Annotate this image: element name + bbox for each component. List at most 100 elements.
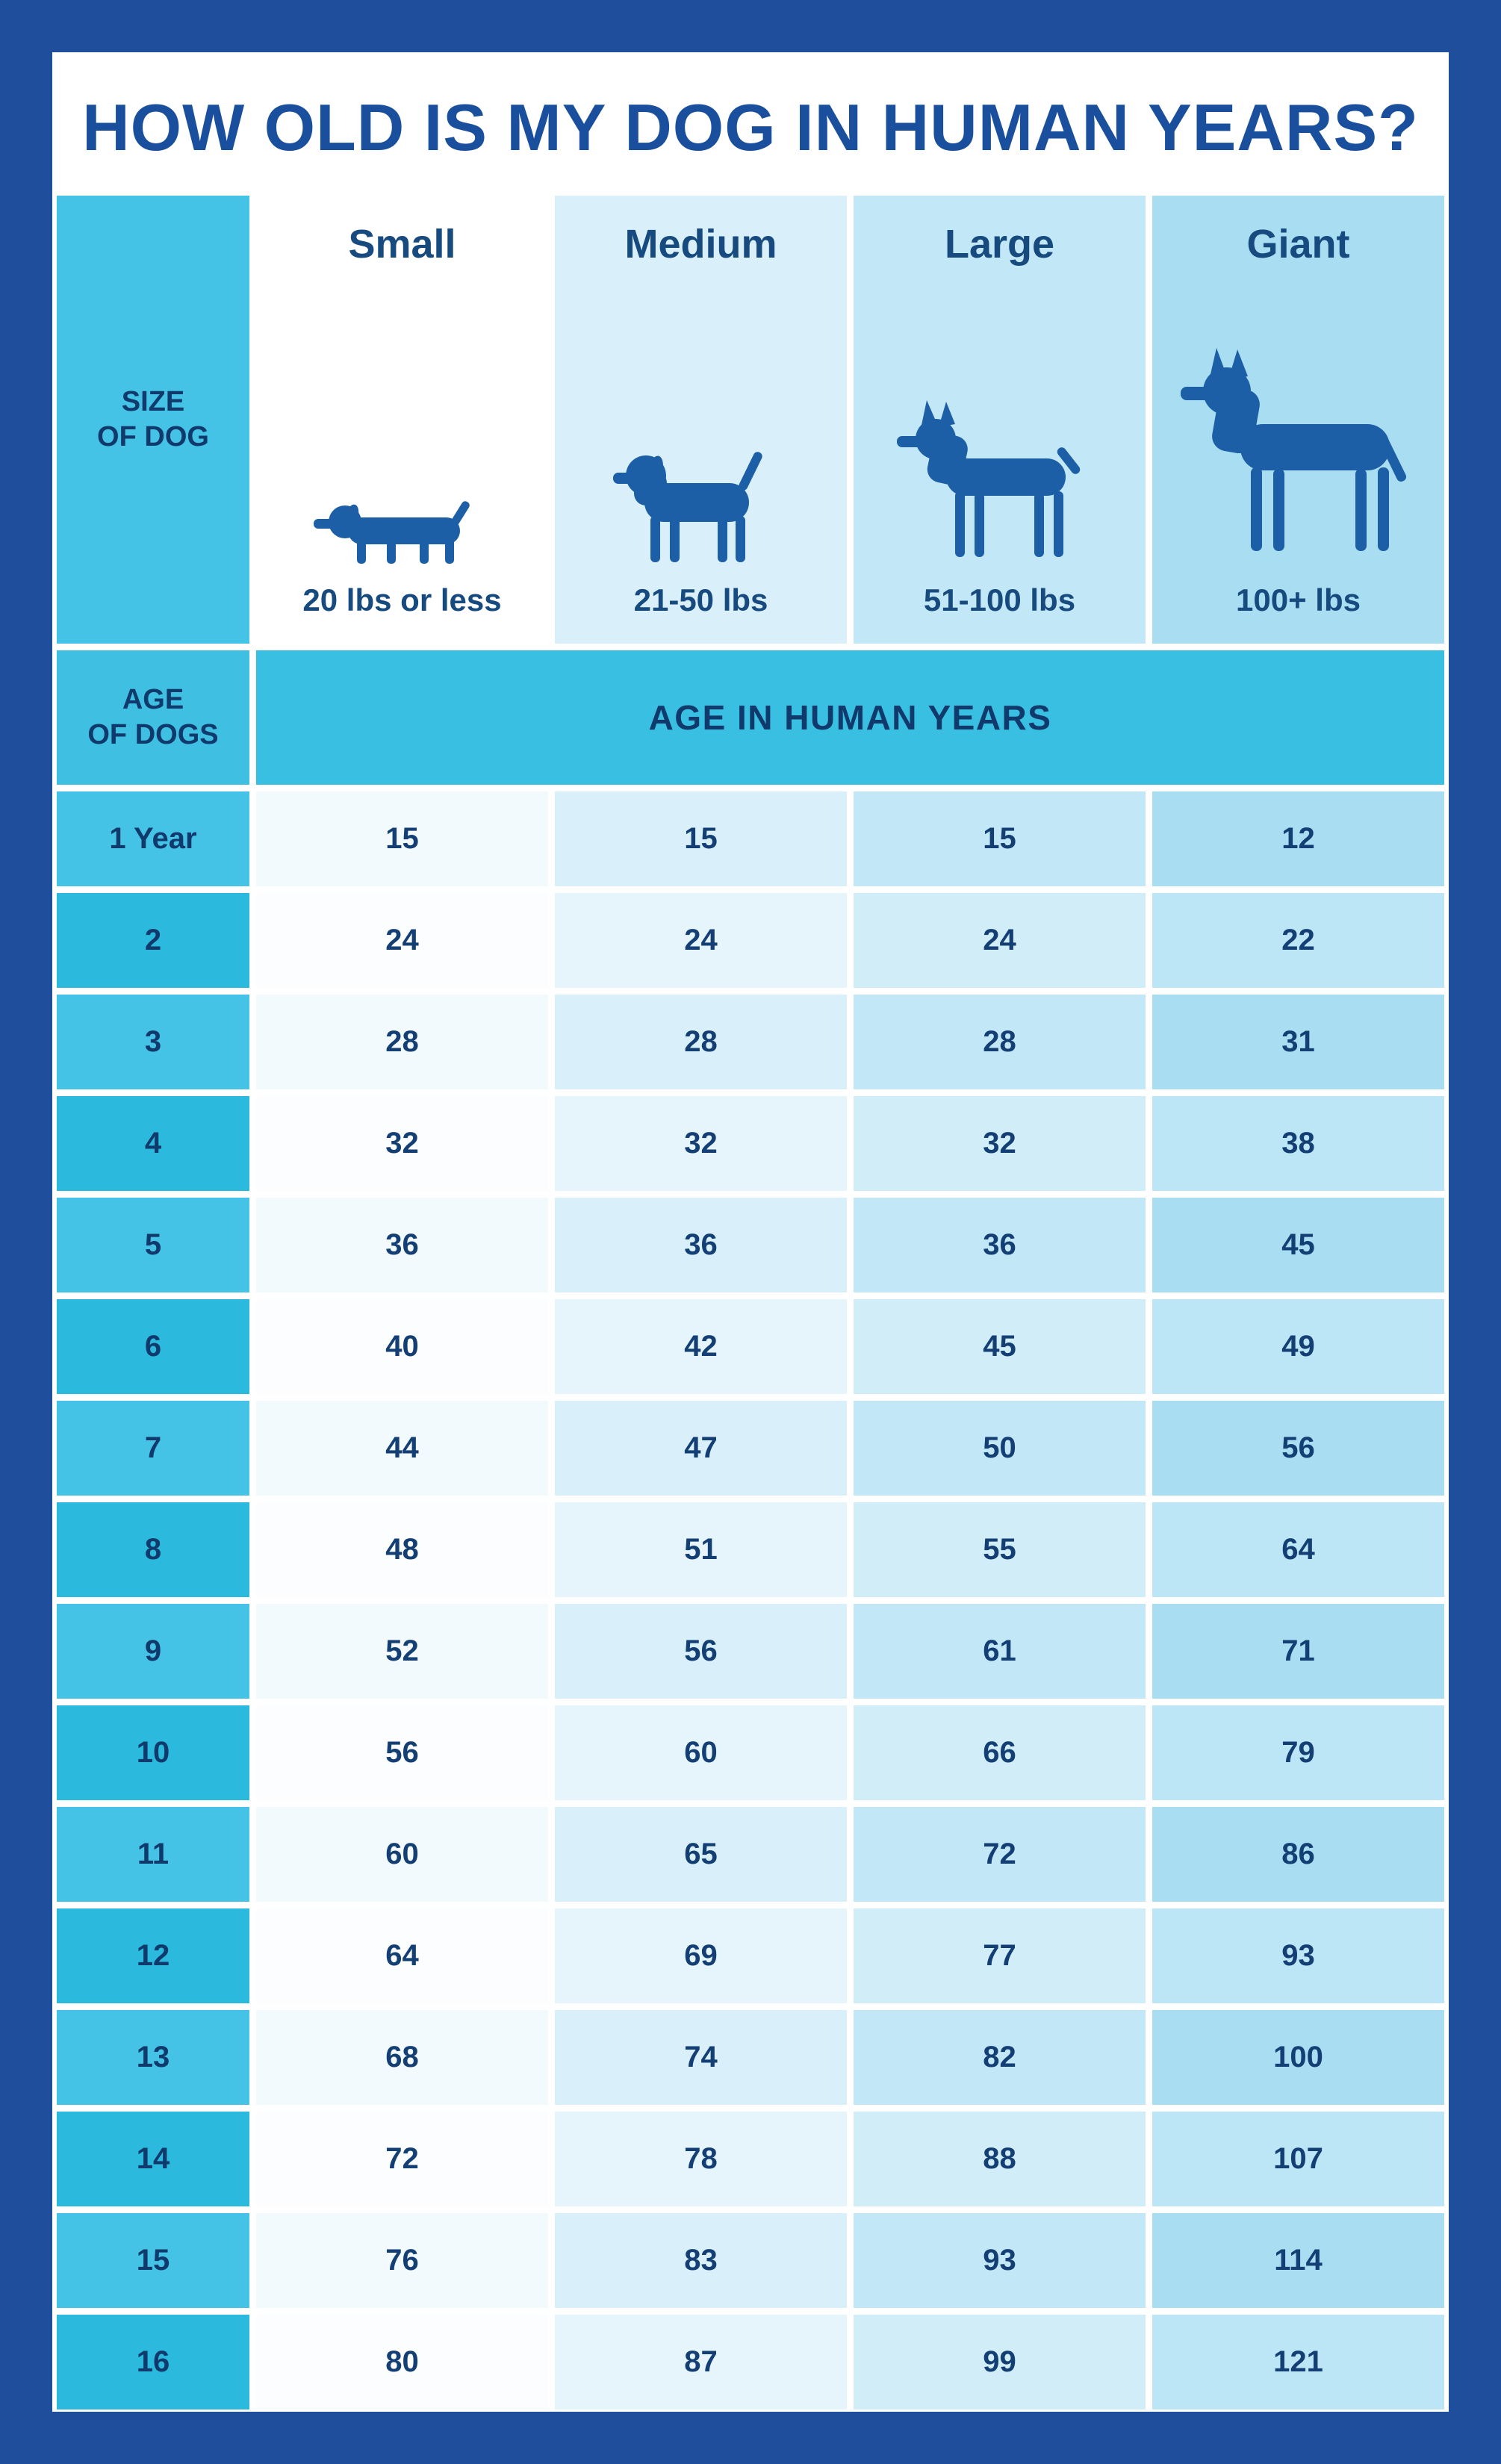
age-cell: 3 (57, 995, 249, 1089)
value-cell: 64 (1152, 1502, 1444, 1597)
value-cell: 50 (854, 1401, 1146, 1496)
dog-age-table: SIZE OF DOG Small (57, 196, 1444, 2409)
age-cell: 4 (57, 1096, 249, 1191)
value-cell: 28 (256, 995, 548, 1089)
column-name-giant: Giant (1246, 222, 1350, 267)
value-cell: 93 (1152, 1908, 1444, 2003)
value-cell: 49 (1152, 1299, 1444, 1394)
age-cell: 12 (57, 1908, 249, 2003)
age-in-human-years-header: AGE IN HUMAN YEARS (256, 650, 1444, 785)
value-cell: 40 (256, 1299, 548, 1394)
column-name-large: Large (944, 222, 1055, 267)
age-cell: 9 (57, 1604, 249, 1699)
value-cell: 71 (1152, 1604, 1444, 1699)
column-header-giant: Giant (1152, 196, 1444, 644)
value-cell: 24 (256, 893, 548, 988)
beagle-icon (555, 267, 847, 582)
value-cell: 38 (1152, 1096, 1444, 1191)
value-cell: 100 (1152, 2010, 1444, 2105)
dachshund-icon (256, 267, 548, 582)
value-cell: 32 (854, 1096, 1146, 1191)
weight-label-giant: 100+ lbs (1236, 582, 1361, 617)
value-cell: 83 (555, 2213, 847, 2308)
value-cell: 36 (256, 1198, 548, 1292)
value-cell: 31 (1152, 995, 1444, 1089)
value-cell: 28 (854, 995, 1146, 1089)
value-cell: 69 (555, 1908, 847, 2003)
age-cell: 15 (57, 2213, 249, 2308)
age-cell: 16 (57, 2315, 249, 2409)
value-cell: 93 (854, 2213, 1146, 2308)
value-cell: 15 (854, 791, 1146, 886)
value-cell: 36 (854, 1198, 1146, 1292)
value-cell: 55 (854, 1502, 1146, 1597)
value-cell: 80 (256, 2315, 548, 2409)
value-cell: 99 (854, 2315, 1146, 2409)
value-cell: 15 (256, 791, 548, 886)
value-cell: 82 (854, 2010, 1146, 2105)
age-cell: 11 (57, 1807, 249, 1902)
value-cell: 79 (1152, 1705, 1444, 1800)
size-of-dog-header: SIZE OF DOG (57, 196, 249, 644)
age-cell: 8 (57, 1502, 249, 1597)
great-dane-icon (1152, 267, 1444, 582)
column-header-large: Large (854, 196, 1146, 644)
value-cell: 22 (1152, 893, 1444, 988)
value-cell: 65 (555, 1807, 847, 1902)
column-header-medium: Medium (555, 196, 847, 644)
value-cell: 72 (256, 2112, 548, 2206)
value-cell: 78 (555, 2112, 847, 2206)
value-cell: 32 (555, 1096, 847, 1191)
age-of-dogs-header: AGE OF DOGS (57, 650, 249, 785)
column-name-medium: Medium (624, 222, 777, 267)
value-cell: 24 (854, 893, 1146, 988)
page-title: HOW OLD IS MY DOG IN HUMAN YEARS? (82, 90, 1419, 164)
value-cell: 107 (1152, 2112, 1444, 2206)
age-cell: 5 (57, 1198, 249, 1292)
value-cell: 56 (256, 1705, 548, 1800)
value-cell: 45 (854, 1299, 1146, 1394)
value-cell: 36 (555, 1198, 847, 1292)
value-cell: 121 (1152, 2315, 1444, 2409)
value-cell: 60 (256, 1807, 548, 1902)
value-cell: 64 (256, 1908, 548, 2003)
value-cell: 60 (555, 1705, 847, 1800)
age-cell: 6 (57, 1299, 249, 1394)
value-cell: 48 (256, 1502, 548, 1597)
column-name-small: Small (348, 222, 456, 267)
weight-label-large: 51-100 lbs (923, 582, 1076, 617)
value-cell: 47 (555, 1401, 847, 1496)
value-cell: 56 (1152, 1401, 1444, 1496)
doberman-icon (854, 267, 1146, 582)
age-cell: 14 (57, 2112, 249, 2206)
value-cell: 44 (256, 1401, 548, 1496)
age-cell: 2 (57, 893, 249, 988)
weight-label-medium: 21-50 lbs (633, 582, 768, 617)
weight-label-small: 20 lbs or less (302, 582, 502, 617)
value-cell: 42 (555, 1299, 847, 1394)
value-cell: 74 (555, 2010, 847, 2105)
value-cell: 114 (1152, 2213, 1444, 2308)
value-cell: 28 (555, 995, 847, 1089)
value-cell: 61 (854, 1604, 1146, 1699)
value-cell: 88 (854, 2112, 1146, 2206)
value-cell: 51 (555, 1502, 847, 1597)
value-cell: 45 (1152, 1198, 1444, 1292)
age-cell: 7 (57, 1401, 249, 1496)
value-cell: 56 (555, 1604, 847, 1699)
poster-panel: HOW OLD IS MY DOG IN HUMAN YEARS? SIZE O… (52, 52, 1449, 2412)
value-cell: 15 (555, 791, 847, 886)
value-cell: 72 (854, 1807, 1146, 1902)
value-cell: 77 (854, 1908, 1146, 2003)
age-cell: 1 Year (57, 791, 249, 886)
value-cell: 66 (854, 1705, 1146, 1800)
age-cell: 13 (57, 2010, 249, 2105)
value-cell: 32 (256, 1096, 548, 1191)
value-cell: 12 (1152, 791, 1444, 886)
value-cell: 76 (256, 2213, 548, 2308)
value-cell: 86 (1152, 1807, 1444, 1902)
value-cell: 24 (555, 893, 847, 988)
value-cell: 68 (256, 2010, 548, 2105)
value-cell: 52 (256, 1604, 548, 1699)
